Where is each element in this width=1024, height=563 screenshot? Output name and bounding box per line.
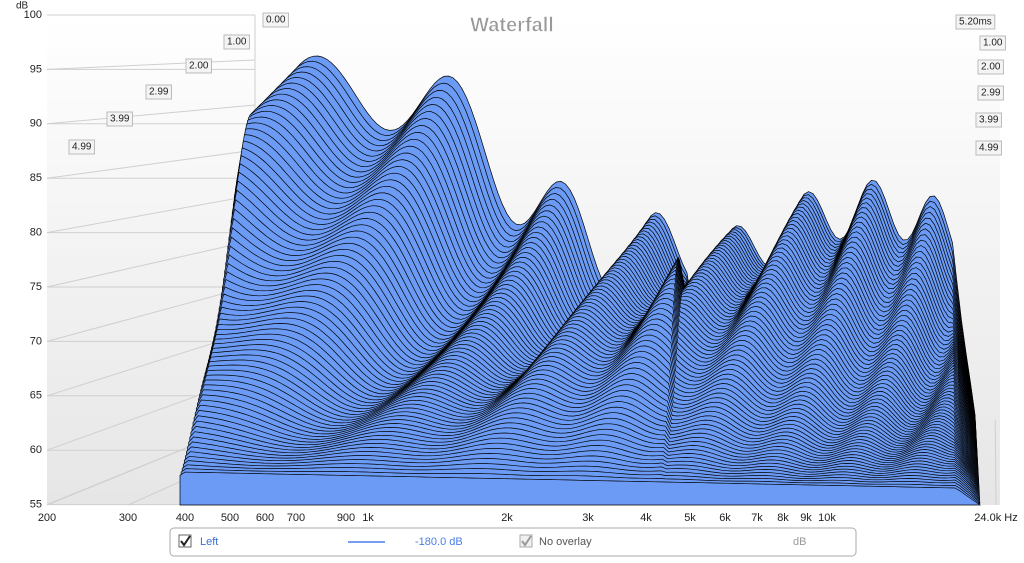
y-tick-label: 100 <box>24 9 42 21</box>
x-tick-label: 7k <box>751 512 763 524</box>
check-mark <box>180 535 191 547</box>
level-label: -180.0 dB <box>415 536 463 548</box>
x-tick-label: 1k <box>362 512 374 524</box>
x-tick-label: 5k <box>684 512 696 524</box>
time-label-box <box>955 14 996 30</box>
grid-line <box>46 59 256 70</box>
x-tick-label: 4k <box>640 512 652 524</box>
time-label-box <box>106 111 133 127</box>
x-tick-label: 2k <box>501 512 513 524</box>
y-tick-label: 90 <box>30 118 42 130</box>
y-unit: dB <box>16 1 29 12</box>
time-label: 2.00 <box>189 61 209 72</box>
y-tick-label: 70 <box>30 335 42 347</box>
time-label: 2.00 <box>981 62 1001 73</box>
time-label-box <box>145 84 172 100</box>
time-label: 5.20ms <box>959 17 992 28</box>
x-tick-label: 600 <box>256 512 274 524</box>
time-label-box <box>975 140 1002 156</box>
y-tick-label: 95 <box>30 63 42 75</box>
time-label-box <box>185 58 212 74</box>
time-label: 0.00 <box>266 15 286 26</box>
time-label-box <box>262 12 289 28</box>
x-tick-label: 10k <box>818 512 836 524</box>
y-tick-label: 75 <box>30 281 42 293</box>
grid-line <box>994 419 997 506</box>
time-label: 4.99 <box>979 143 999 154</box>
check-mark <box>521 535 532 547</box>
time-label-box <box>977 59 1004 75</box>
x-tick-label: 3k <box>582 512 594 524</box>
x-tick-label: 200 <box>38 512 56 524</box>
x-tick-label: 8k <box>777 512 789 524</box>
time-label-box <box>979 35 1006 51</box>
grid-line <box>46 104 256 125</box>
y-tick-label: 85 <box>30 172 42 184</box>
time-label: 3.99 <box>110 114 130 125</box>
x-tick-label: 500 <box>221 512 239 524</box>
time-label-box <box>977 85 1004 101</box>
legend-bar <box>169 527 857 557</box>
x-tick-label: 24.0k Hz <box>974 512 1017 524</box>
x-tick-label: 300 <box>119 512 137 524</box>
waterfall-surface <box>179 55 982 506</box>
title: Waterfall <box>470 14 554 36</box>
time-label-box <box>68 139 95 155</box>
grid-line <box>46 284 256 342</box>
channel-label: Left <box>200 536 218 548</box>
time-label: 1.00 <box>227 37 247 48</box>
unit-label: dB <box>793 536 806 548</box>
time-label: 3.99 <box>979 115 999 126</box>
overlay-label: No overlay <box>539 536 592 548</box>
y-tick-label: 60 <box>30 444 42 456</box>
x-tick-label: 6k <box>719 512 731 524</box>
grid-line <box>46 239 256 288</box>
x-tick-label: 9k <box>800 512 812 524</box>
waterfall-slice <box>179 471 982 506</box>
time-label-box <box>975 112 1002 128</box>
time-label-box <box>223 34 250 50</box>
time-label: 1.00 <box>983 38 1003 49</box>
time-label: 2.99 <box>149 87 169 98</box>
time-label: 4.99 <box>72 142 92 153</box>
x-tick-label: 700 <box>287 512 305 524</box>
grid-line <box>46 194 256 234</box>
y-tick-label: 55 <box>30 499 42 511</box>
time-label: 2.99 <box>981 88 1001 99</box>
y-tick-label: 65 <box>30 390 42 402</box>
grid-line <box>46 149 256 179</box>
x-tick-label: 400 <box>176 512 194 524</box>
x-tick-label: 900 <box>337 512 355 524</box>
y-tick-label: 80 <box>30 227 42 239</box>
